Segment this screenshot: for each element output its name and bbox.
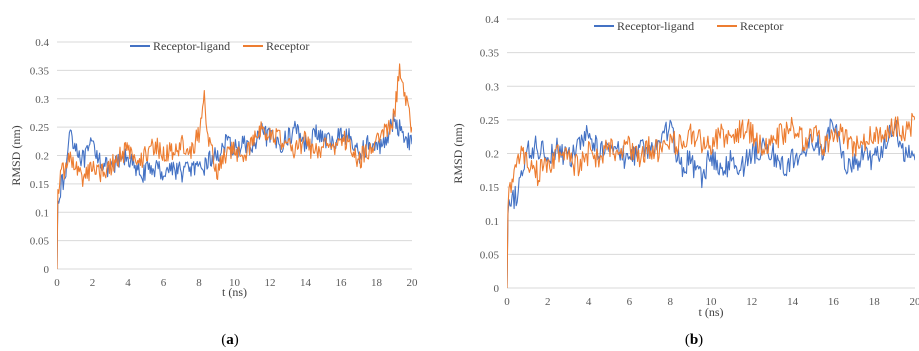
x-tick-label: 10 — [706, 296, 718, 308]
x-axis-label: t (ns) — [222, 285, 247, 299]
y-tick-label: 0.2 — [35, 151, 49, 163]
y-tick-label: 0.1 — [485, 216, 499, 228]
series-line-receptor — [507, 112, 915, 289]
y-tick-label: 0.25 — [480, 115, 500, 127]
legend-label: Receptor-ligand — [153, 39, 230, 53]
panel-b-chart: 0 0.05 0.1 0.15 0.2 0.25 0.3 0.35 0.4 0 2 4 6 8 10 12 14… — [451, 14, 919, 319]
panel-b-caption: (b) — [685, 332, 703, 348]
legend-label: Receptor — [740, 19, 783, 33]
x-tick-label: 12 — [265, 277, 276, 289]
panel-a-caption: (a) — [221, 332, 239, 348]
y-tick-label: 0.2 — [485, 149, 499, 161]
x-tick-label: 6 — [627, 296, 633, 308]
x-tick-label: 20 — [407, 277, 419, 289]
y-tick-label: 0.35 — [480, 48, 500, 60]
y-axis-label: RMSD (nm) — [451, 123, 465, 183]
x-tick-label: 0 — [504, 296, 510, 308]
series-line-receptor-ligand — [57, 112, 412, 270]
x-tick-label: 8 — [196, 277, 202, 289]
x-tick-label: 12 — [746, 296, 757, 308]
x-tick-label: 4 — [125, 277, 131, 289]
x-tick-label: 16 — [828, 296, 840, 308]
y-tick-label: 0.15 — [30, 179, 50, 191]
y-tick-label: 0 — [494, 283, 500, 295]
y-axis-label: RMSD (nm) — [9, 125, 23, 185]
y-tick-label: 0.25 — [30, 122, 50, 134]
y-tick-label: 0.3 — [35, 94, 49, 106]
y-tick-label: 0.05 — [30, 236, 50, 248]
x-tick-label: 18 — [869, 296, 881, 308]
panel-a-chart: 0 0.05 0.1 0.15 0.2 0.25 0.3 0.35 0.4 0 2 4 6 8 10 12 14… — [9, 37, 418, 299]
x-tick-label: 10 — [229, 277, 241, 289]
series-line-receptor-ligand — [507, 118, 915, 289]
y-tick-label: 0.1 — [35, 207, 49, 219]
x-tick-label: 18 — [371, 277, 383, 289]
x-tick-label: 8 — [667, 296, 673, 308]
y-tick-label: 0.35 — [30, 65, 50, 77]
x-tick-label: 6 — [161, 277, 167, 289]
y-tick-label: 0.15 — [480, 182, 500, 194]
x-tick-label: 14 — [787, 296, 799, 308]
x-tick-label: 4 — [586, 296, 592, 308]
x-tick-label: 20 — [910, 296, 919, 308]
x-axis-label: t (ns) — [699, 305, 724, 319]
y-tick-label: 0.05 — [480, 249, 500, 261]
x-tick-label: 0 — [54, 277, 60, 289]
x-tick-label: 2 — [545, 296, 551, 308]
series-line-receptor — [57, 63, 412, 270]
x-tick-label: 2 — [90, 277, 96, 289]
x-tick-label: 16 — [336, 277, 348, 289]
x-tick-label: 14 — [300, 277, 312, 289]
y-tick-label: 0.4 — [485, 14, 499, 26]
legend-label: Receptor — [266, 39, 309, 53]
y-tick-label: 0 — [44, 264, 50, 276]
y-tick-label: 0.4 — [35, 37, 49, 49]
y-tick-label: 0.3 — [485, 81, 499, 93]
legend-label: Receptor-ligand — [617, 19, 694, 33]
